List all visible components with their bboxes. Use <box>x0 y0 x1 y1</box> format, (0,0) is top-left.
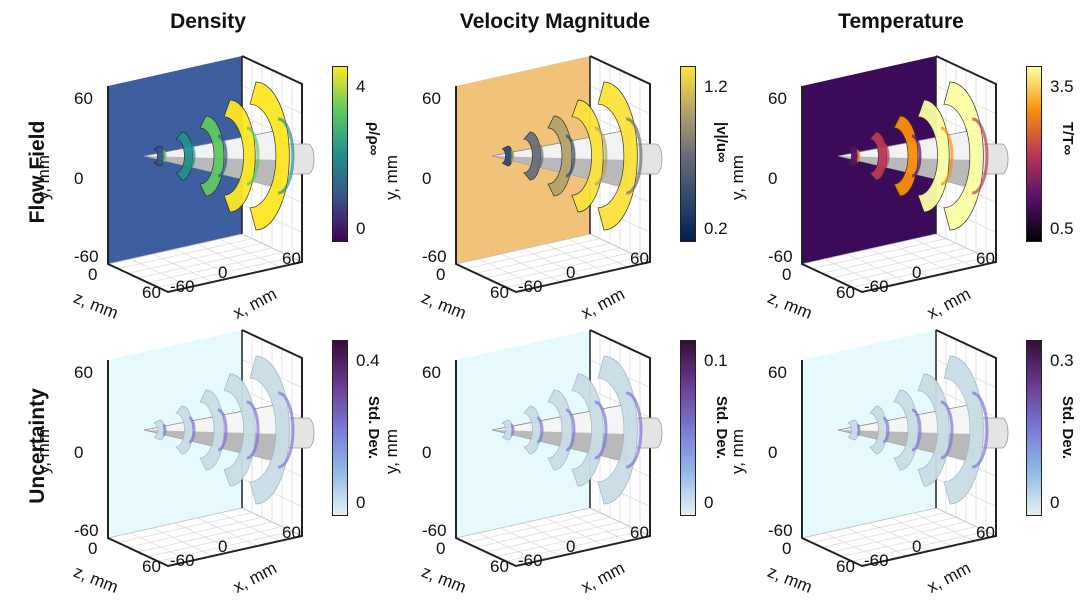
colorbar <box>680 66 696 242</box>
z-tick-label: 60 <box>836 557 855 576</box>
y-tick-label: 0 <box>422 443 432 462</box>
panel-unc-0: 60 0 -60 y, mm 0 60 z, mm -60 0 60 x, mm 0.4 0 Std. D… <box>34 322 430 602</box>
colorbar <box>680 340 696 516</box>
panel-flow-1: 60 0 -60 y, mm 0 60 z, mm -60 0 60 x, mm 1.2 0.2 |v|/… <box>382 48 778 328</box>
x-tick-label: 60 <box>630 523 649 542</box>
x-tick-label: 0 <box>912 263 922 282</box>
y-axis-label: y, mm <box>34 154 53 200</box>
y-tick-label: -60 <box>768 247 793 266</box>
y-tick-label: 0 <box>422 169 432 188</box>
y-tick-label: -60 <box>422 521 447 540</box>
colorbar-max-label: 4 <box>356 77 366 96</box>
shock-slice <box>869 131 888 181</box>
colorbar-title: T/T∞ <box>1059 122 1076 156</box>
y-tick-label: 60 <box>74 89 93 108</box>
panel-plot <box>106 55 315 294</box>
colorbar-max-label: 0.1 <box>704 351 728 370</box>
x-tick-label: 60 <box>976 523 995 542</box>
colorbar-min-label: 0.2 <box>704 219 728 238</box>
y-tick-label: -60 <box>768 521 793 540</box>
y-tick-label: 60 <box>74 363 93 382</box>
panel-unc-1: 60 0 -60 y, mm 0 60 z, mm -60 0 60 x, mm 0.1 0 Std. D… <box>382 322 778 602</box>
colorbar-min-label: 0 <box>704 493 714 512</box>
x-tick-label: 60 <box>630 249 649 268</box>
z-tick-label: 60 <box>836 283 855 302</box>
y-tick-label: 0 <box>768 169 778 188</box>
colorbar-min-label: 0.5 <box>1050 219 1074 238</box>
z-tick-label: 0 <box>782 539 792 558</box>
y-axis-label: y, mm <box>382 154 401 200</box>
y-tick-label: 0 <box>74 443 84 462</box>
y-tick-label: 0 <box>74 169 84 188</box>
z-tick-label: 60 <box>142 283 161 302</box>
x-tick-label: 0 <box>566 263 576 282</box>
z-tick-label: 60 <box>142 557 161 576</box>
colorbar-title: Std. Dev. <box>1059 396 1076 460</box>
y-tick-label: -60 <box>422 247 447 266</box>
shock-slice <box>175 131 194 181</box>
colorbar-min-label: 0 <box>356 493 366 512</box>
shock-slice <box>523 131 542 181</box>
panel-plot <box>454 55 663 294</box>
panel-plot <box>800 55 1009 294</box>
shock-slice <box>523 405 542 455</box>
x-tick-label: -60 <box>518 277 543 296</box>
panel-flow-2: 60 0 -60 y, mm 0 60 z, mm -60 0 60 x, mm 3.5 0.5 T/T∞ <box>728 48 1080 328</box>
panel-plot <box>800 329 1009 568</box>
x-tick-label: 60 <box>282 523 301 542</box>
colorbar <box>1026 340 1042 516</box>
x-tick-label: 0 <box>218 263 228 282</box>
x-tick-label: 60 <box>282 249 301 268</box>
x-tick-label: -60 <box>170 551 195 570</box>
panel-unc-2: 60 0 -60 y, mm 0 60 z, mm -60 0 60 x, mm 0.3 0 Std. D… <box>728 322 1080 602</box>
shock-slice <box>175 405 194 455</box>
colorbar-max-label: 0.4 <box>356 351 380 370</box>
z-tick-label: 60 <box>490 557 509 576</box>
x-tick-label: 0 <box>566 537 576 556</box>
panel-plot <box>106 329 315 568</box>
z-tick-label: 0 <box>88 265 98 284</box>
colorbar-title: ρ/ρ∞ <box>365 122 382 156</box>
x-tick-label: 60 <box>976 249 995 268</box>
colorbar-title: Std. Dev. <box>365 396 382 460</box>
y-tick-label: -60 <box>74 521 99 540</box>
x-tick-label: -60 <box>864 551 889 570</box>
y-tick-label: 60 <box>768 89 787 108</box>
y-tick-label: 0 <box>768 443 778 462</box>
colorbar <box>1026 66 1042 242</box>
colorbar <box>332 340 348 516</box>
colorbar-max-label: 1.2 <box>704 77 728 96</box>
y-axis-label: y, mm <box>382 428 401 474</box>
y-axis-label: y, mm <box>34 428 53 474</box>
colorbar-max-label: 0.3 <box>1050 351 1074 370</box>
z-tick-label: 60 <box>490 283 509 302</box>
z-tick-label: 0 <box>436 539 446 558</box>
y-tick-label: -60 <box>74 247 99 266</box>
colorbar <box>332 66 348 242</box>
colorbar-min-label: 0 <box>356 219 366 238</box>
x-tick-label: -60 <box>170 277 195 296</box>
y-tick-label: 60 <box>768 363 787 382</box>
z-tick-label: 0 <box>436 265 446 284</box>
shock-slice <box>869 405 888 455</box>
y-tick-label: 60 <box>422 89 441 108</box>
column-title-velocity: Velocity Magnitude <box>459 10 651 33</box>
panel-plot <box>454 329 663 568</box>
x-tick-label: -60 <box>518 551 543 570</box>
x-tick-label: -60 <box>864 277 889 296</box>
y-tick-label: 60 <box>422 363 441 382</box>
y-axis-label: y, mm <box>728 154 747 200</box>
x-tick-label: 0 <box>218 537 228 556</box>
panel-flow-0: 60 0 -60 y, mm 0 60 z, mm -60 0 60 x, mm 4 0 ρ/ρ∞ <box>34 48 430 328</box>
z-tick-label: 0 <box>88 539 98 558</box>
column-title-density: Density <box>170 10 246 33</box>
z-tick-label: 0 <box>782 265 792 284</box>
x-tick-label: 0 <box>912 537 922 556</box>
y-axis-label: y, mm <box>728 428 747 474</box>
colorbar-max-label: 3.5 <box>1050 77 1074 96</box>
column-title-temperature: Temperature <box>838 10 964 33</box>
colorbar-min-label: 0 <box>1050 493 1060 512</box>
